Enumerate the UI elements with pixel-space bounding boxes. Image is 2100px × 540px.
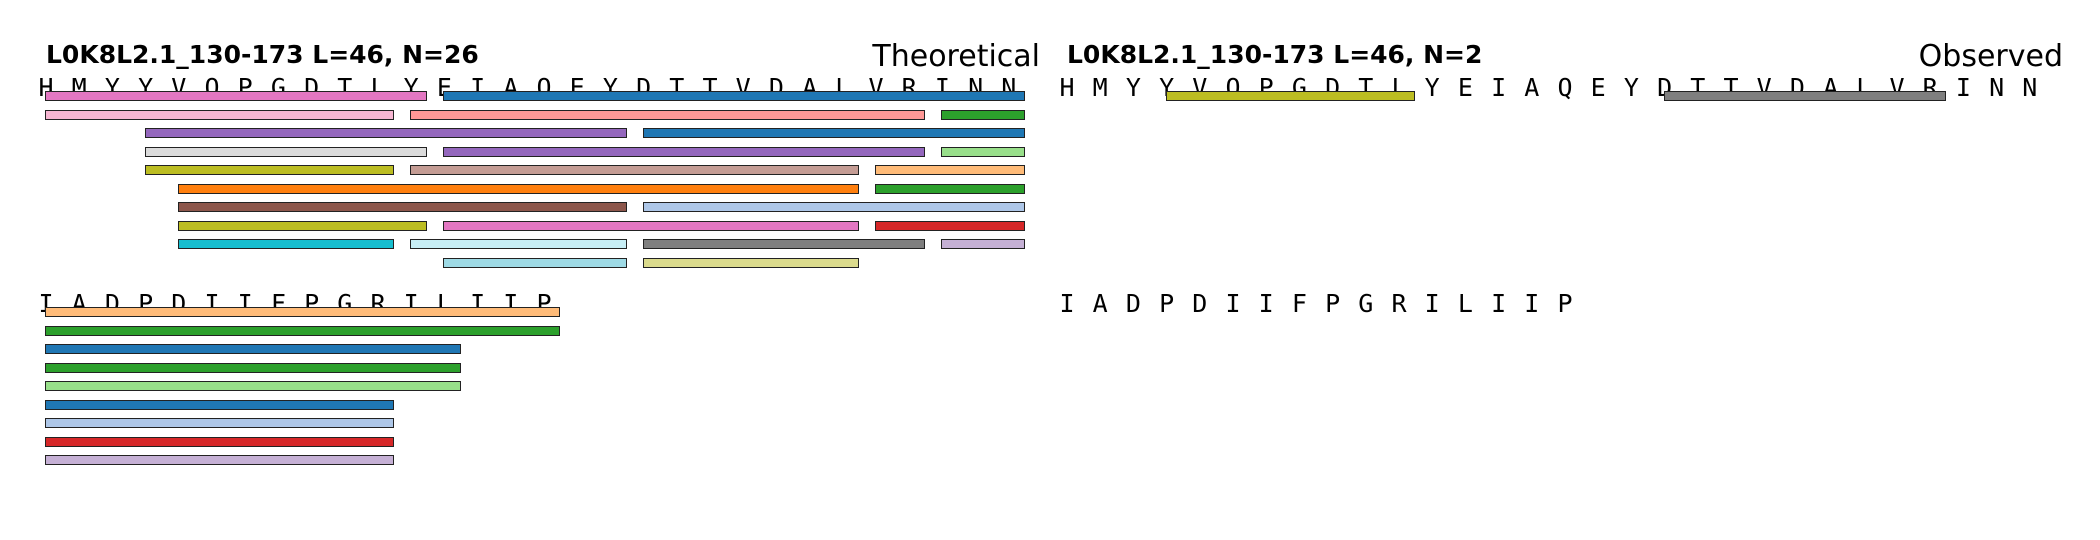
peptide-bar [443,257,627,268]
peptide-bar [45,418,395,428]
residue-letter: Y [1424,73,1440,102]
peptide-bar [642,202,1025,212]
residue-letter: I [1491,73,1507,102]
residue-letter: M [1092,73,1108,102]
residue-letter: P [1557,289,1573,318]
observed-panel-title: L0K8L2.1_130-173 L=46, N=2 [1067,40,1483,69]
peptide-bar [941,239,1025,249]
observed-panel-tag: Observed [1918,39,2063,74]
residue-letter: I [1424,289,1440,318]
peptide-bar [1663,91,1947,101]
peptide-bar [443,146,926,157]
residue-letter: A [1092,289,1108,318]
peptide-bar [177,220,428,231]
peptide-bar [45,455,395,465]
residue-letter: N [2022,73,2038,102]
peptide-bar [443,91,1025,101]
residue-letter: Y [1623,73,1639,102]
residue-letter: L [1457,289,1473,318]
peptide-bar [45,325,561,336]
peptide-bar [45,344,461,354]
peptide-bar [875,220,1025,231]
residue-letter: N [1989,73,2005,102]
residue-letter: I [1225,289,1241,318]
residue-letter: E [1457,73,1473,102]
peptide-bar [875,165,1025,175]
residue-letter: Y [1125,73,1141,102]
residue-letter: I [1491,289,1507,318]
peptide-bar [177,239,395,249]
peptide-bar [45,91,428,101]
peptide-bar [144,165,395,175]
residue-letter: G [1358,289,1374,318]
peptide-bar [45,381,461,391]
residue-letter: P [1159,289,1175,318]
peptide-bar [45,436,395,447]
peptide-bar [642,239,926,249]
peptide-bar [1165,91,1416,101]
peptide-bar [642,128,1025,138]
peptide-bar [45,109,395,120]
peptide-bar [144,128,627,138]
residue-letter: D [1125,289,1141,318]
peptide-bar [45,362,461,373]
peptide-bar [45,399,395,410]
theoretical-panel-title: L0K8L2.1_130-173 L=46, N=26 [46,40,479,69]
peptide-bar [875,183,1025,194]
peptide-bar [443,220,859,231]
residue-letter: A [1524,73,1540,102]
peptide-bar [45,307,561,317]
residue-letter: I [1524,289,1540,318]
peptide-bar [410,165,859,175]
residue-letter: D [1192,289,1208,318]
residue-letter: F [1291,289,1307,318]
residue-letter: H [1059,73,1075,102]
theoretical-panel-tag: Theoretical [872,39,1040,74]
residue-letter: R [1391,289,1407,318]
peptide-bar [177,202,627,212]
residue-letter: P [1325,289,1341,318]
peptide-bar [177,183,859,194]
residue-letter: E [1590,73,1606,102]
peptide-bar [642,257,859,268]
residue-letter: I [1258,289,1274,318]
residue-letter: I [1955,73,1971,102]
residue-letter: Q [1557,73,1573,102]
peptide-bar [144,146,428,157]
residue-letter: I [1059,289,1075,318]
peptide-bar [410,109,926,120]
peptide-bar [410,239,627,249]
peptide-bar [941,109,1025,120]
peptide-bar [941,146,1025,157]
